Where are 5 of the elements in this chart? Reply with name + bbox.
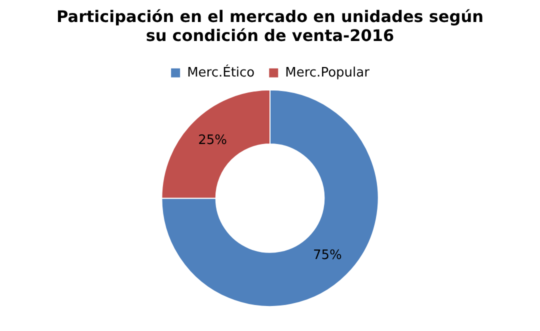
legend-label: Merc.Popular <box>285 65 370 80</box>
legend-label: Merc.Ético <box>187 63 255 80</box>
chart-title: Participación en el mercado en unidades según su condición de venta-2016 <box>56 6 484 45</box>
data-label: 25% <box>198 133 228 148</box>
data-label: 75% <box>312 248 342 264</box>
